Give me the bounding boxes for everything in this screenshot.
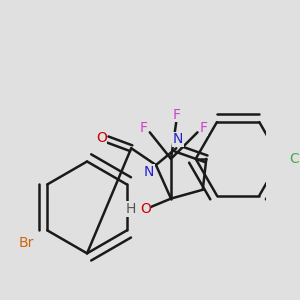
Text: H: H (125, 202, 136, 216)
Text: Br: Br (18, 236, 34, 250)
Text: F: F (200, 121, 208, 135)
Text: N: N (173, 132, 183, 146)
Text: F: F (140, 121, 148, 135)
Text: O: O (96, 130, 106, 145)
Text: N: N (144, 165, 154, 179)
Text: F: F (172, 108, 180, 122)
Text: O: O (140, 202, 151, 216)
Text: Cl: Cl (290, 152, 300, 166)
